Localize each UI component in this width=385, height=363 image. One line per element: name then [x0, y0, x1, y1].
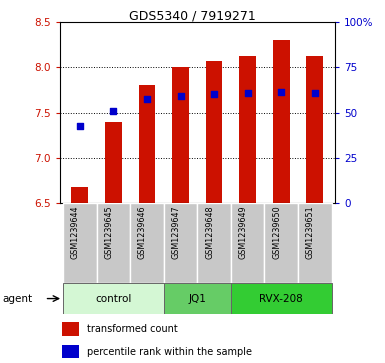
- Bar: [197, 203, 231, 283]
- Point: [110, 108, 117, 114]
- Point: [312, 90, 318, 95]
- Text: GSM1239649: GSM1239649: [239, 206, 248, 259]
- Bar: [306, 56, 323, 203]
- Text: GSM1239651: GSM1239651: [306, 206, 315, 259]
- Text: GSM1239647: GSM1239647: [172, 206, 181, 259]
- Text: transformed count: transformed count: [87, 324, 178, 334]
- Bar: [62, 322, 79, 336]
- Bar: [206, 61, 223, 203]
- Text: percentile rank within the sample: percentile rank within the sample: [87, 347, 252, 357]
- Bar: [139, 85, 156, 203]
- Bar: [231, 283, 331, 314]
- Text: GSM1239650: GSM1239650: [272, 206, 281, 259]
- Point: [77, 123, 83, 129]
- Bar: [239, 56, 256, 203]
- Text: GSM1239648: GSM1239648: [205, 206, 214, 259]
- Bar: [172, 67, 189, 203]
- Bar: [63, 283, 164, 314]
- Bar: [231, 203, 264, 283]
- Bar: [63, 203, 97, 283]
- Bar: [298, 203, 331, 283]
- Bar: [164, 203, 197, 283]
- Point: [244, 90, 251, 95]
- Bar: [97, 203, 130, 283]
- Point: [177, 93, 184, 99]
- Bar: [273, 40, 290, 203]
- Point: [278, 89, 284, 94]
- Text: GSM1239645: GSM1239645: [104, 206, 114, 259]
- Point: [144, 96, 150, 102]
- Text: GSM1239646: GSM1239646: [138, 206, 147, 259]
- Text: control: control: [95, 294, 132, 303]
- Point: [211, 91, 217, 97]
- Text: GDS5340 / 7919271: GDS5340 / 7919271: [129, 9, 256, 22]
- Bar: [72, 187, 88, 203]
- Text: RVX-208: RVX-208: [259, 294, 303, 303]
- Bar: [264, 203, 298, 283]
- Bar: [164, 283, 231, 314]
- Text: agent: agent: [2, 294, 32, 303]
- Text: GSM1239644: GSM1239644: [71, 206, 80, 259]
- Text: JQ1: JQ1: [188, 294, 206, 303]
- Bar: [62, 345, 79, 358]
- Bar: [130, 203, 164, 283]
- Bar: [105, 122, 122, 203]
